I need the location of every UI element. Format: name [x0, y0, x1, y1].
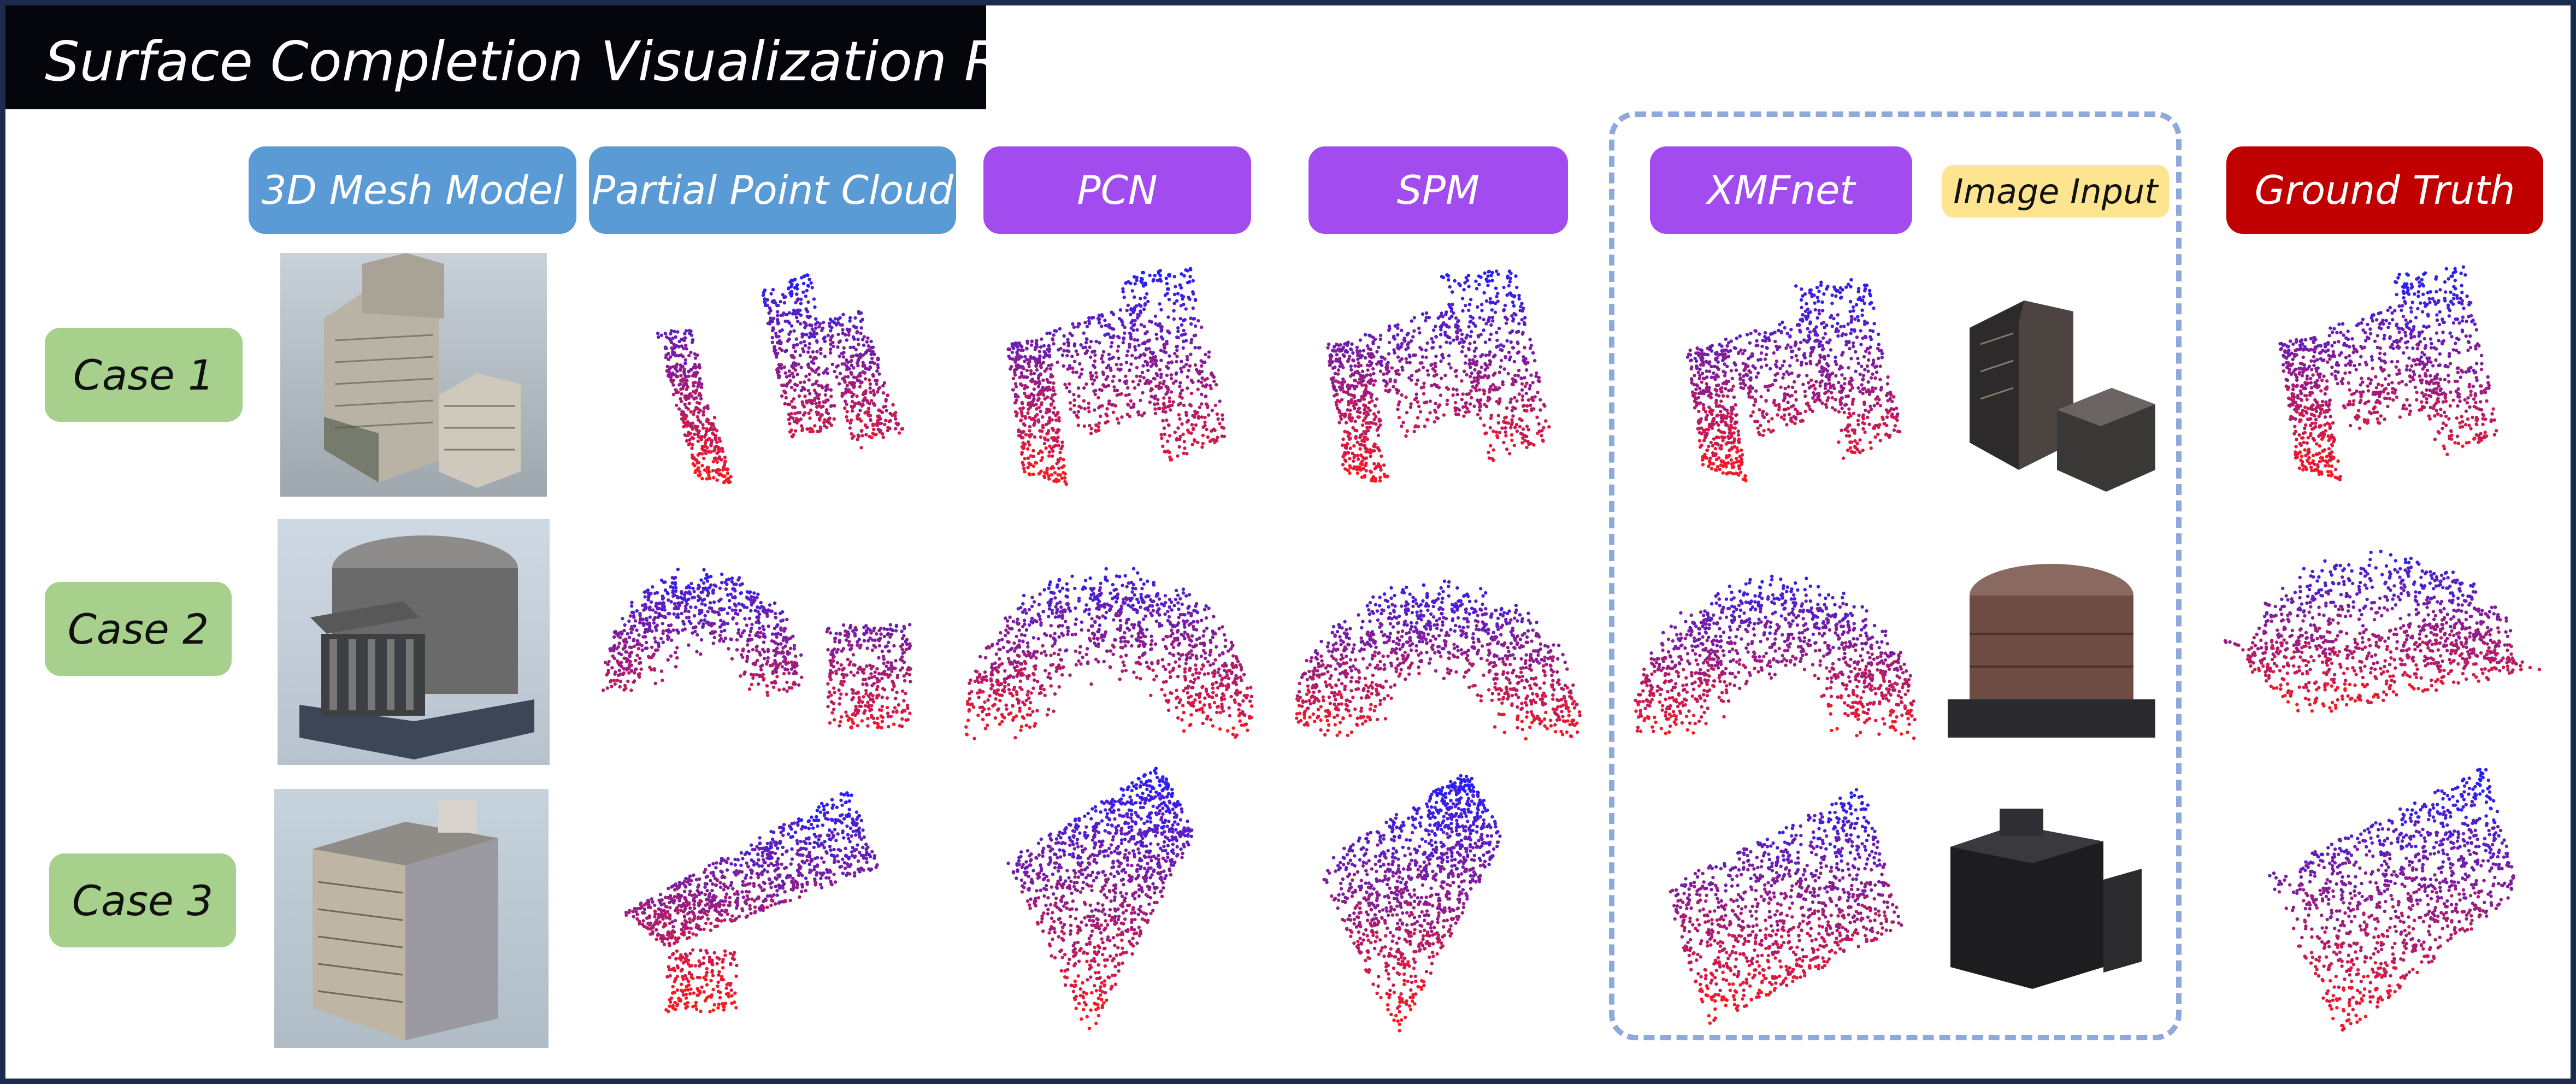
- building-photo-icon: [1950, 809, 2142, 989]
- xmfnet-group-box: [1609, 111, 2182, 1040]
- point-set: [656, 273, 905, 485]
- mesh-model-case-2: [278, 519, 550, 765]
- header-spm: SPM: [1308, 146, 1568, 234]
- point-set: [2278, 265, 2498, 482]
- ground-truth-case-2: [2223, 550, 2542, 713]
- figure-canvas: Surface Completion Visualization Results…: [5, 5, 2571, 1079]
- point-set: [1685, 278, 1902, 482]
- header-mesh-model: 3D Mesh Model: [249, 146, 576, 234]
- pcn-output-case-2: [964, 567, 1254, 740]
- case-1-label: Case 1: [45, 328, 243, 422]
- building-render-icon: [299, 535, 534, 759]
- pcn-output-case-3: [1006, 767, 1194, 1030]
- header-image-input: Image Input: [1942, 165, 2169, 217]
- building-render-icon: [313, 800, 498, 1040]
- header-partial-point-cloud: Partial Point Cloud: [589, 146, 956, 234]
- image-input-case-2: [1931, 557, 2172, 743]
- case-2-label: Case 2: [45, 582, 232, 676]
- case-3-label: Case 3: [49, 853, 236, 947]
- image-input-case-1: [1948, 290, 2164, 496]
- title-banner: Surface Completion Visualization Results: [5, 5, 1164, 109]
- xmfnet-output-case-2: [1634, 574, 1917, 740]
- point-set: [2223, 550, 2542, 713]
- xmfnet-output-case-1: [1685, 278, 1902, 482]
- spm-output-case-1: [1326, 269, 1551, 483]
- partial-point-cloud-case-3: [624, 791, 879, 1014]
- partial-point-cloud-case-2: [601, 567, 912, 730]
- point-set: [1634, 574, 1917, 740]
- mesh-model-case-3: [274, 789, 549, 1048]
- image-input-case-3: [1940, 803, 2153, 994]
- point-set: [1295, 579, 1582, 741]
- ground-truth-case-1: [2278, 265, 2498, 482]
- point-set: [1006, 767, 1194, 1030]
- header-pcn: PCN: [983, 146, 1251, 234]
- point-set: [964, 567, 1254, 740]
- point-set: [1006, 267, 1227, 486]
- ground-truth-case-3: [2268, 768, 2515, 1032]
- mesh-model-case-1: [280, 253, 547, 497]
- point-set: [624, 791, 879, 1014]
- xmfnet-output-case-3: [1669, 788, 1903, 1025]
- point-set: [1326, 269, 1551, 483]
- header-xmfnet: XMFnet: [1650, 146, 1912, 234]
- point-set: [2268, 768, 2515, 1032]
- point-set: [1669, 788, 1903, 1025]
- building-photo-icon: [1948, 564, 2155, 738]
- partial-point-cloud-case-1: [656, 273, 905, 485]
- header-ground-truth: Ground Truth: [2226, 146, 2543, 234]
- point-set: [1322, 774, 1502, 1033]
- figure-title: Surface Completion Visualization Results: [45, 30, 1164, 93]
- point-set: [601, 567, 912, 730]
- building-render-icon: [324, 253, 521, 488]
- spm-output-case-3: [1322, 774, 1502, 1033]
- pcn-output-case-1: [1006, 267, 1227, 486]
- spm-output-case-2: [1295, 579, 1582, 741]
- building-photo-icon: [1970, 301, 2155, 492]
